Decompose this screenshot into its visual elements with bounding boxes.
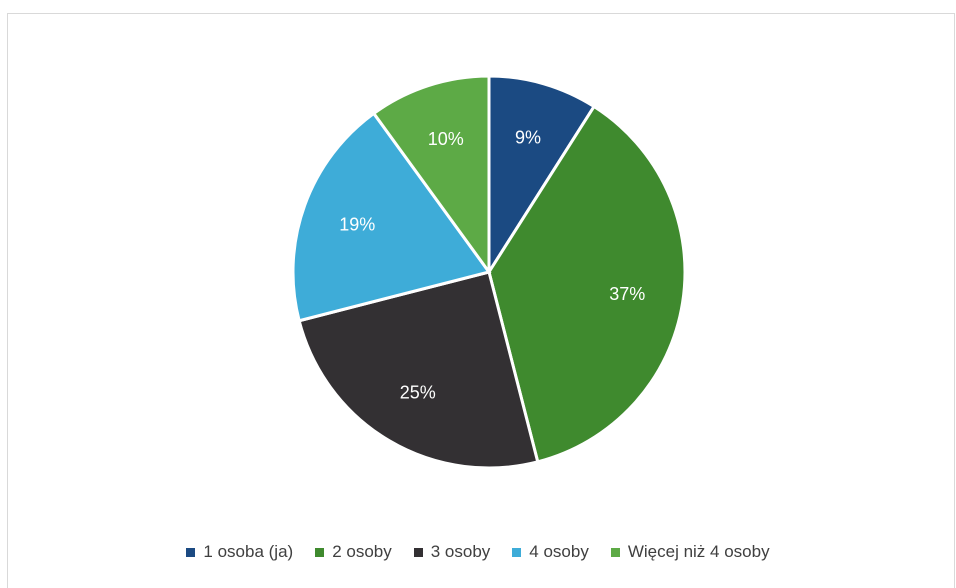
pie-labels: 9% 37% 25% 19% 10% (339, 128, 645, 403)
legend-item-4-osoby: 4 osoby (512, 542, 589, 562)
pie-label-2-osoby: 37% (609, 284, 645, 304)
pie-slice-wiecej-niz-4 (371, 74, 491, 277)
pie-label-1-osoba: 9% (515, 128, 541, 148)
legend-label: 2 osoby (332, 542, 392, 561)
legend-label: 4 osoby (529, 542, 589, 561)
legend-item-3-osoby: 3 osoby (413, 542, 491, 562)
legend-item-1-osoba: 1 osoba (ja) (186, 542, 293, 562)
legend-label: Więcej niż 4 osoby (627, 542, 770, 561)
pie-slice-3-osoby (297, 270, 540, 470)
legend-swatch (315, 547, 325, 557)
pie-slice-2-osoby (487, 104, 687, 464)
pie-label-3-osoby: 25% (400, 383, 436, 403)
legend-swatch (413, 547, 423, 557)
legend-label: 1 osoba (ja) (203, 542, 294, 561)
legend-label: 3 osoby (430, 542, 491, 561)
legend-swatch (610, 547, 620, 557)
pie-label-wiecej-niz-4: 10% (428, 129, 464, 149)
legend-swatch (512, 547, 522, 557)
legend-item-2-osoby: 2 osoby (315, 542, 392, 562)
pie-label-4-osoby: 19% (339, 215, 375, 235)
legend-item-wiecej-niz-4: Więcej niż 4 osoby (610, 542, 770, 562)
pie-slice-4-osoby (291, 111, 492, 323)
pie-slices (291, 74, 687, 470)
legend-swatch (186, 547, 196, 557)
legend: 1 osoba (ja) 2 osoby 3 osoby 4 osoby Więcej … (0, 540, 956, 564)
pie-slice-1-osoba (487, 74, 597, 278)
